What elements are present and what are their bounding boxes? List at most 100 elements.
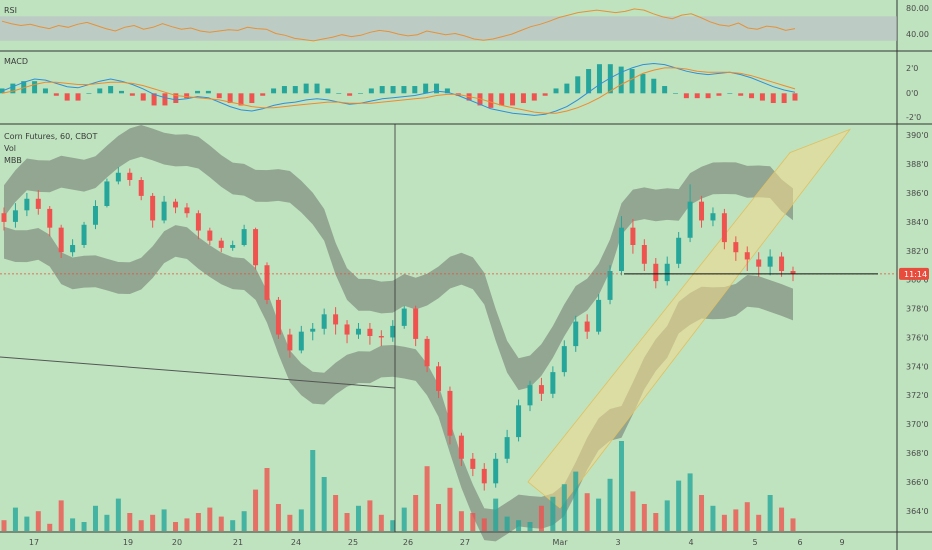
- volume-bar: [413, 495, 419, 531]
- macd-histogram-bar: [97, 88, 103, 94]
- macd-histogram-bar: [694, 93, 700, 99]
- volume-bar: [1, 520, 7, 531]
- candle-body: [161, 201, 167, 221]
- macd-histogram-bar: [596, 64, 602, 94]
- volume-bar: [630, 491, 636, 531]
- candle-body: [47, 208, 53, 228]
- volume-bar: [493, 498, 499, 531]
- macd-histogram-bar: [607, 64, 613, 94]
- candle-body: [550, 372, 556, 394]
- price-axis: 364'0 366'0 368'0 370'0 372'0 374'0 376'0 378'0…: [906, 131, 929, 516]
- volume-bar: [721, 514, 727, 531]
- time-tick-label: 27: [460, 538, 470, 547]
- macd-histogram-bar: [629, 69, 635, 94]
- candle-body: [653, 263, 659, 282]
- candle-body: [173, 201, 179, 208]
- rsi-band: [0, 16, 897, 41]
- macd-histogram-bar: [683, 93, 689, 99]
- candle-body: [664, 263, 670, 282]
- price-tick-label: 380'0: [906, 276, 929, 285]
- rsi-label: RSI: [4, 6, 17, 15]
- volume-bar: [618, 441, 624, 531]
- volume-bar: [733, 509, 739, 531]
- volume-bar: [173, 522, 179, 531]
- macd-histogram-bar: [781, 93, 787, 104]
- volume-bar: [653, 513, 659, 531]
- macd-histogram-bar: [553, 88, 559, 94]
- volume-bar: [401, 507, 407, 531]
- candle-body: [481, 468, 487, 484]
- price-pane[interactable]: Corn Futures, 60, CBOT Vol MBB 364'0 366'…: [0, 124, 929, 542]
- volume-bar: [607, 478, 613, 531]
- time-tick-label: 26: [403, 538, 413, 547]
- volume-bar: [24, 516, 30, 531]
- macd-tick-label: 0'0: [906, 89, 918, 98]
- price-tick-label: 366'0: [906, 478, 929, 487]
- macd-histogram-bar: [564, 83, 570, 94]
- mbb-label: MBB: [4, 156, 22, 165]
- candle-body: [676, 237, 682, 264]
- trend-line[interactable]: [0, 356, 396, 389]
- macd-histogram-bar: [770, 93, 776, 104]
- volume-bar: [676, 480, 682, 531]
- volume-bar: [207, 507, 213, 531]
- macd-histogram-bar: [162, 93, 168, 106]
- last-price-text: 11:14: [904, 270, 927, 279]
- candle-body: [321, 314, 327, 329]
- regression-channel[interactable]: [527, 128, 852, 509]
- volume-bar: [561, 484, 567, 531]
- time-tick-label: 5: [752, 538, 757, 547]
- macd-histogram: [0, 64, 798, 108]
- macd-histogram-bar: [357, 93, 363, 94]
- macd-histogram-bar: [412, 86, 418, 94]
- time-tick-label: 21: [233, 538, 243, 547]
- macd-histogram-bar: [325, 88, 331, 94]
- macd-histogram-bar: [151, 93, 157, 106]
- volume-bar: [104, 514, 110, 531]
- volume-bar: [218, 516, 224, 531]
- volume-bar: [790, 518, 796, 531]
- volume-bar: [424, 466, 430, 531]
- candle-body: [104, 181, 110, 206]
- volume-bar: [92, 505, 98, 531]
- candle-body: [24, 198, 30, 211]
- macd-histogram-bar: [749, 93, 755, 99]
- macd-histogram-bar: [32, 81, 38, 94]
- volume-bar: [550, 496, 556, 531]
- candle-body: [561, 346, 567, 373]
- volume-bar: [641, 504, 647, 531]
- candle-body: [470, 458, 476, 469]
- volume-bar: [367, 500, 373, 531]
- price-tick-label: 364'0: [906, 507, 929, 516]
- volume-bar: [70, 518, 76, 531]
- time-axis: 17 19 20 21 24 25 26 27 Mar 3 4 5 6 9: [29, 538, 845, 547]
- volume-bar: [344, 513, 350, 531]
- macd-histogram-bar: [542, 93, 548, 96]
- volume-bar: [447, 487, 453, 531]
- volume-bar: [275, 504, 281, 531]
- candle-body: [275, 299, 281, 335]
- candle-body: [81, 224, 87, 245]
- volume-bar: [12, 507, 18, 531]
- candle-body: [767, 256, 773, 267]
- time-tick-label: 6: [797, 538, 802, 547]
- volume-bar: [470, 513, 476, 531]
- candle-body: [516, 405, 522, 438]
- macd-histogram-bar: [575, 76, 581, 94]
- macd-histogram-bar: [673, 93, 679, 94]
- macd-histogram-bar: [292, 86, 298, 94]
- macd-pane[interactable]: MACD 2'0 0'0 -2'0: [0, 57, 921, 122]
- macd-histogram-bar: [423, 83, 429, 94]
- volume-bar: [115, 498, 121, 531]
- rsi-pane[interactable]: RSI 80.00 40.00: [0, 4, 929, 42]
- candle-body: [687, 201, 693, 238]
- macd-histogram-bar: [586, 69, 592, 94]
- volume-bar: [584, 493, 590, 531]
- price-tick-label: 376'0: [906, 333, 929, 342]
- macd-histogram-bar: [618, 66, 624, 94]
- candle-body: [264, 265, 270, 300]
- candle-body: [207, 230, 213, 241]
- candle-body: [458, 435, 464, 459]
- time-tick-label: 25: [348, 538, 358, 547]
